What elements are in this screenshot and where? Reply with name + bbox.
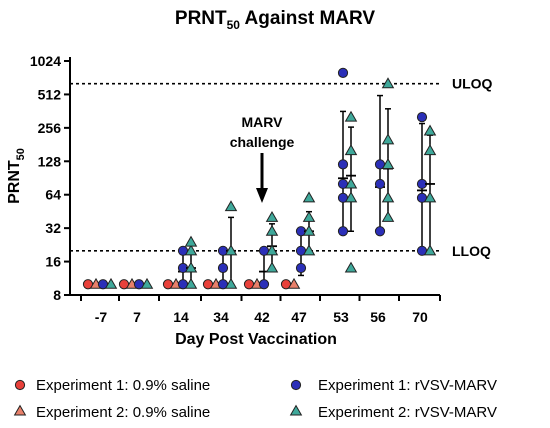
data-point-experiment-2-rvsv-marv (224, 200, 238, 212)
data-point-experiment-1-rvsv-marv (374, 226, 386, 237)
legend-marker-experiment-2-rvsv-marv (289, 404, 303, 416)
y-tick-label: 512 (38, 86, 62, 102)
annotation-line-2: challenge (230, 134, 295, 150)
y-axis-label-subscript: 50 (15, 148, 27, 160)
chart-title-main: PRNT (175, 8, 227, 29)
data-point-experiment-2-rvsv-marv (344, 177, 358, 189)
data-point-experiment-1-rvsv-marv (337, 67, 349, 79)
legend-marker-experiment-1-0-9-saline (14, 379, 26, 391)
data-point-experiment-2-rvsv-marv (184, 277, 198, 289)
reference-label-lloq: LLOQ (452, 243, 491, 259)
data-point-experiment-1-rvsv-marv (258, 279, 270, 290)
x-tick-label: 42 (254, 309, 270, 325)
legend-label-experiment-2-rvsv-marv: Experiment 2: rVSV-MARV (318, 404, 497, 421)
data-point-experiment-2-rvsv-marv (344, 191, 358, 203)
data-point-experiment-2-rvsv-marv (302, 224, 316, 236)
data-point-experiment-2-rvsv-marv (184, 244, 198, 256)
data-point-experiment-2-rvsv-marv (381, 191, 395, 203)
x-tick-label: 47 (291, 309, 307, 325)
data-point-experiment-2-rvsv-marv (265, 261, 279, 273)
chart-title-rest: Against MARV (240, 8, 375, 29)
legend-label-experiment-1-rvsv-marv: Experiment 1: rVSV-MARV (318, 377, 497, 394)
data-point-experiment-2-rvsv-marv (423, 124, 437, 136)
x-tick-label: 56 (370, 309, 386, 325)
x-tick-label: 53 (333, 309, 349, 325)
legend-label-experiment-2-0-9-saline: Experiment 2: 0.9% saline (36, 404, 210, 421)
data-point-experiment-1-rvsv-marv (295, 262, 307, 274)
legend-label-experiment-1-0-9-saline: Experiment 1: 0.9% saline (36, 377, 210, 394)
data-point-experiment-2-rvsv-marv (184, 261, 198, 273)
x-tick-label: 34 (213, 309, 229, 325)
annotation-line-1: MARV (242, 114, 284, 130)
chart-title: PRNT50 Against MARV (175, 8, 376, 32)
data-point-experiment-2-rvsv-marv (104, 277, 118, 289)
legend-marker-experiment-1-rvsv-marv (290, 379, 302, 391)
data-point-experiment-2-rvsv-marv (265, 224, 279, 236)
data-point-experiment-2-rvsv-marv (423, 144, 437, 156)
data-point-experiment-2-rvsv-marv (381, 133, 395, 145)
x-axis-label: Day Post Vaccination (175, 331, 337, 348)
data-point-experiment-2-rvsv-marv (302, 244, 316, 256)
chart-title-subscript: 50 (227, 18, 241, 32)
legend: Experiment 1: 0.9% saline Experiment 2: 0… (13, 377, 497, 421)
data-point-experiment-2-rvsv-marv (265, 244, 279, 256)
data-point-experiment-2-rvsv-marv (423, 191, 437, 203)
data-point-experiment-2-rvsv-marv (184, 235, 198, 247)
data-point-experiment-1-rvsv-marv (416, 111, 428, 123)
y-tick-label: 8 (53, 287, 61, 303)
plot-area: 8 16 32 64 128 256 512 1024 -7 7 14 34 42 47 53 56 70 ULO… (30, 53, 493, 325)
x-tick-label: 70 (412, 309, 428, 325)
data-point-experiment-1-rvsv-marv (337, 159, 349, 170)
x-tick-label: 14 (173, 309, 189, 325)
data-point-experiment-2-rvsv-marv (344, 110, 358, 122)
data-point-experiment-2-rvsv-marv (302, 191, 316, 203)
data-point-experiment-2-rvsv-marv (140, 277, 154, 289)
data-point-experiment-2-0-9-saline (287, 277, 301, 289)
y-axis-label: PRNT50 (6, 148, 27, 204)
y-tick-label: 256 (38, 120, 62, 136)
data-point-experiment-2-rvsv-marv (381, 77, 395, 89)
y-axis-label-main: PRNT (6, 160, 23, 204)
y-tick-label: 32 (45, 220, 61, 236)
data-point-experiment-2-rvsv-marv (224, 244, 238, 256)
data-point-experiment-2-rvsv-marv (423, 244, 437, 256)
y-tick-label: 128 (38, 153, 62, 169)
x-tick-label: 7 (133, 309, 141, 325)
y-tick-label: 16 (45, 254, 61, 270)
data-point-experiment-2-rvsv-marv (381, 210, 395, 222)
data-point-experiment-2-rvsv-marv (224, 277, 238, 289)
data-point-experiment-2-rvsv-marv (344, 144, 358, 156)
legend-marker-experiment-2-0-9-saline (13, 404, 27, 416)
y-tick-label: 64 (45, 187, 61, 203)
data-point-experiment-1-rvsv-marv (337, 226, 349, 237)
data-point-experiment-2-rvsv-marv (265, 210, 279, 222)
y-tick-label: 1024 (30, 53, 61, 69)
data-point-experiment-1-rvsv-marv (217, 262, 229, 274)
data-point-experiment-2-rvsv-marv (381, 157, 395, 169)
data-point-experiment-1-rvsv-marv (374, 178, 386, 190)
reference-label-uloq: ULOQ (452, 76, 493, 92)
data-point-experiment-2-rvsv-marv (302, 210, 316, 222)
data-point-experiment-2-rvsv-marv (344, 261, 358, 273)
annotation-arrowhead (256, 188, 268, 203)
x-tick-label: -7 (95, 309, 108, 325)
